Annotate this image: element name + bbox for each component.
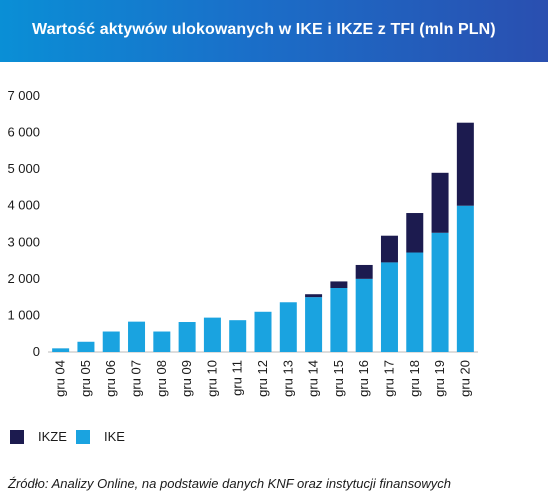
bar-ikze xyxy=(406,213,424,253)
x-tick-label: gru 17 xyxy=(381,360,396,397)
bar-ike xyxy=(77,341,95,352)
bar-ike xyxy=(305,297,323,352)
bar-ikze xyxy=(456,122,474,206)
x-tick-label: gru 07 xyxy=(129,360,144,397)
x-tick-label: gru 18 xyxy=(407,360,422,397)
y-axis: 0 1 000 2 000 3 000 4 000 5 000 6 000 7 000 xyxy=(7,88,40,359)
x-tick-label: gru 19 xyxy=(432,360,447,397)
bar-ike xyxy=(178,322,196,352)
bar-ike xyxy=(406,252,424,352)
bar-ikze xyxy=(330,281,348,288)
chart-title: Wartość aktywów ulokowanych w IKE i IKZE… xyxy=(32,21,496,38)
legend-label-ikze: IKZE xyxy=(38,429,67,444)
bar-ike xyxy=(355,278,373,352)
bar-ike xyxy=(279,302,297,352)
x-tick-label: gru 04 xyxy=(53,360,68,397)
x-tick-label: gru 16 xyxy=(356,360,371,397)
bar-ike xyxy=(456,205,474,352)
source-note: Źródło: Analizy Online, na podstawie dan… xyxy=(8,476,451,491)
bar-ikze xyxy=(431,172,449,233)
bars xyxy=(52,122,474,352)
bar-ikze xyxy=(305,294,323,298)
bar-ike xyxy=(102,331,120,352)
bar-ike xyxy=(330,288,348,352)
x-axis: gru 04 gru 05 gru 06 gru 07 gru 08 gru 09 gru … xyxy=(53,360,473,397)
bar-ikze xyxy=(380,235,398,263)
chart-header: Wartość aktywów ulokowanych w IKE i IKZE… xyxy=(0,0,548,62)
x-tick-label: gru 09 xyxy=(179,360,194,397)
legend-label-ike: IKE xyxy=(104,429,125,444)
y-tick-label: 2 000 xyxy=(7,271,40,286)
x-tick-label: gru 12 xyxy=(255,360,270,397)
x-tick-label: gru 14 xyxy=(306,360,321,397)
y-tick-label: 7 000 xyxy=(7,88,40,103)
bar-ike xyxy=(380,262,398,352)
y-tick-label: 4 000 xyxy=(7,198,40,213)
x-tick-label: gru 08 xyxy=(154,360,169,397)
x-tick-label: gru 05 xyxy=(78,360,93,397)
x-tick-label: gru 20 xyxy=(457,360,472,397)
bar-ike xyxy=(128,321,146,352)
bar-ike xyxy=(153,331,171,352)
bar-ike xyxy=(203,317,221,352)
bar-ikze xyxy=(355,264,373,279)
y-tick-label: 3 000 xyxy=(7,234,40,249)
legend-swatch-ike xyxy=(76,430,90,444)
stacked-bar-chart: 0 1 000 2 000 3 000 4 000 5 000 6 000 7 000 gru… xyxy=(7,88,478,397)
bar-ike xyxy=(52,348,70,352)
y-tick-label: 1 000 xyxy=(7,307,40,322)
legend-swatch-ikze xyxy=(10,430,24,444)
legend-item-ikze: IKZE xyxy=(10,430,310,450)
y-tick-label: 5 000 xyxy=(7,161,40,176)
x-tick-label: gru 11 xyxy=(230,360,245,396)
y-tick-label: 6 000 xyxy=(7,125,40,140)
y-tick-label: 0 xyxy=(33,344,40,359)
x-tick-label: gru 13 xyxy=(280,360,295,397)
x-tick-label: gru 15 xyxy=(331,360,346,397)
x-tick-label: gru 06 xyxy=(103,360,118,397)
legend-item-ike: IKE xyxy=(76,430,376,450)
bar-ike xyxy=(254,311,272,352)
bar-ike xyxy=(431,232,449,352)
x-tick-label: gru 10 xyxy=(204,360,219,397)
bar-ike xyxy=(229,320,247,352)
